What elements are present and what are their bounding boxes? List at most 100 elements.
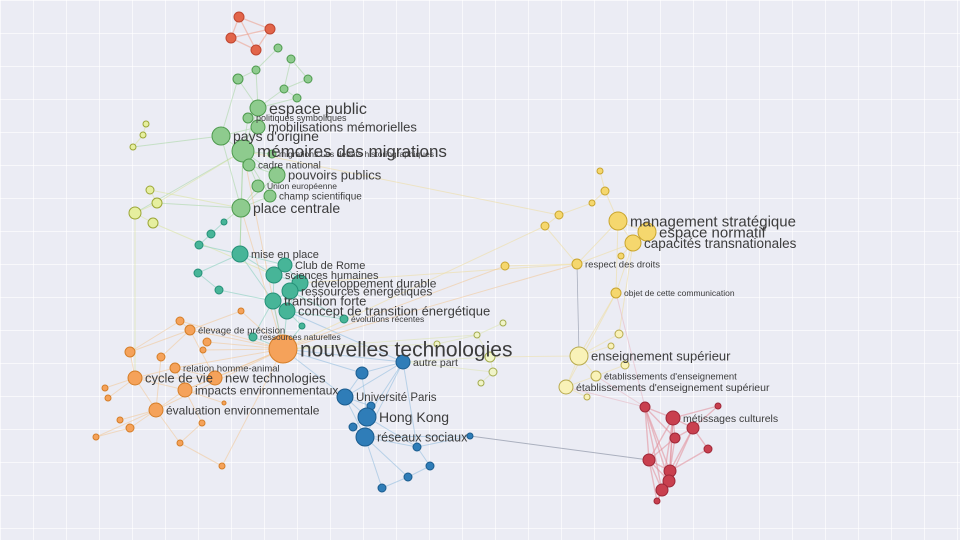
graph-node-b12[interactable] xyxy=(466,432,474,440)
graph-node-os10[interactable] xyxy=(198,419,206,427)
graph-node-t9[interactable] xyxy=(248,332,258,342)
graph-node-t7[interactable] xyxy=(278,302,296,320)
graph-node-gs5[interactable] xyxy=(303,74,313,84)
graph-node-pys4[interactable] xyxy=(583,393,591,401)
graph-node-g1[interactable] xyxy=(249,99,267,117)
graph-node-ys4[interactable] xyxy=(554,210,564,220)
graph-node-t6[interactable] xyxy=(264,292,282,310)
graph-node-g9[interactable] xyxy=(251,179,265,193)
graph-node-g3[interactable] xyxy=(250,119,266,135)
graph-node-g6[interactable] xyxy=(267,149,277,159)
graph-node-pl3[interactable] xyxy=(433,340,441,348)
graph-node-g11[interactable] xyxy=(231,198,251,218)
graph-node-o5[interactable] xyxy=(207,370,223,386)
graph-node-ys7[interactable] xyxy=(617,252,625,260)
graph-node-os3[interactable] xyxy=(199,346,207,354)
graph-node-os13[interactable] xyxy=(92,433,100,441)
graph-node-r4[interactable] xyxy=(669,432,681,444)
graph-node-b10[interactable] xyxy=(403,472,413,482)
graph-node-t3[interactable] xyxy=(265,266,283,284)
graph-node-l2[interactable] xyxy=(139,131,147,139)
graph-node-os12[interactable] xyxy=(218,462,226,470)
graph-node-ts1[interactable] xyxy=(220,218,228,226)
graph-node-os7[interactable] xyxy=(104,394,112,402)
graph-node-os6[interactable] xyxy=(101,384,109,392)
graph-node-os15[interactable] xyxy=(221,400,227,406)
graph-node-b3[interactable] xyxy=(336,388,354,406)
graph-node-b11[interactable] xyxy=(377,483,387,493)
graph-node-r11[interactable] xyxy=(653,497,661,505)
graph-node-os1[interactable] xyxy=(175,316,185,326)
graph-node-t5[interactable] xyxy=(281,282,299,300)
graph-node-pys2[interactable] xyxy=(607,342,615,350)
graph-node-b8[interactable] xyxy=(412,442,422,452)
graph-node-rt2[interactable] xyxy=(264,23,276,35)
graph-node-l5[interactable] xyxy=(151,197,163,209)
graph-node-pl2[interactable] xyxy=(473,331,481,339)
graph-node-os2[interactable] xyxy=(202,337,212,347)
graph-node-y2[interactable] xyxy=(637,222,657,242)
graph-node-b6[interactable] xyxy=(348,422,358,432)
graph-node-py3[interactable] xyxy=(558,379,574,395)
graph-node-ys5[interactable] xyxy=(540,221,550,231)
graph-node-t8[interactable] xyxy=(339,314,349,324)
graph-node-y3[interactable] xyxy=(624,234,642,252)
graph-node-ts5[interactable] xyxy=(214,285,224,295)
graph-node-g5[interactable] xyxy=(231,139,255,163)
graph-node-pl4[interactable] xyxy=(484,351,496,363)
graph-node-r5[interactable] xyxy=(714,402,722,410)
graph-node-b5[interactable] xyxy=(357,407,377,427)
graph-node-gs3[interactable] xyxy=(251,65,261,75)
graph-node-l7[interactable] xyxy=(147,217,159,229)
graph-node-b9[interactable] xyxy=(425,461,435,471)
graph-node-py1[interactable] xyxy=(569,346,589,366)
graph-node-y1[interactable] xyxy=(608,211,628,231)
graph-node-r7[interactable] xyxy=(642,453,656,467)
graph-node-ts3[interactable] xyxy=(194,240,204,250)
graph-node-r6[interactable] xyxy=(703,444,713,454)
graph-node-pys3[interactable] xyxy=(620,360,630,370)
graph-node-ts4[interactable] xyxy=(193,268,203,278)
graph-node-ys2[interactable] xyxy=(600,186,610,196)
graph-node-l3[interactable] xyxy=(129,143,137,151)
graph-node-ys3[interactable] xyxy=(588,199,596,207)
graph-node-o4[interactable] xyxy=(127,370,143,386)
graph-node-l6[interactable] xyxy=(128,206,142,220)
graph-node-t1[interactable] xyxy=(231,245,249,263)
graph-node-g2[interactable] xyxy=(242,112,254,124)
graph-node-o1[interactable] xyxy=(268,334,298,364)
graph-node-os16[interactable] xyxy=(237,307,245,315)
graph-node-gs4[interactable] xyxy=(232,73,244,85)
graph-node-b1[interactable] xyxy=(395,354,411,370)
graph-node-gs6[interactable] xyxy=(279,84,289,94)
graph-node-t2[interactable] xyxy=(277,257,293,273)
graph-node-g10[interactable] xyxy=(263,189,277,203)
graph-node-g4[interactable] xyxy=(211,126,231,146)
graph-node-r10[interactable] xyxy=(655,483,669,497)
graph-node-gs7[interactable] xyxy=(292,93,302,103)
graph-node-ts6[interactable] xyxy=(298,322,306,330)
graph-node-ys1[interactable] xyxy=(596,167,604,175)
graph-node-o7[interactable] xyxy=(148,402,164,418)
graph-node-o6[interactable] xyxy=(177,382,193,398)
graph-node-rt1[interactable] xyxy=(233,11,245,23)
graph-node-y5[interactable] xyxy=(610,287,622,299)
graph-node-gs1[interactable] xyxy=(273,43,283,53)
graph-node-o3[interactable] xyxy=(169,362,181,374)
graph-node-ts2[interactable] xyxy=(206,229,216,239)
graph-node-os4[interactable] xyxy=(156,352,166,362)
graph-node-pl6[interactable] xyxy=(477,379,485,387)
graph-node-l4[interactable] xyxy=(145,185,155,195)
graph-node-o2[interactable] xyxy=(184,324,196,336)
graph-node-r2[interactable] xyxy=(665,410,681,426)
graph-node-r3[interactable] xyxy=(686,421,700,435)
graph-node-ys6[interactable] xyxy=(500,261,510,271)
graph-node-os9[interactable] xyxy=(125,423,135,433)
graph-node-g7[interactable] xyxy=(242,158,256,172)
graph-node-os5[interactable] xyxy=(124,346,136,358)
graph-node-os11[interactable] xyxy=(176,439,184,447)
graph-node-rt4[interactable] xyxy=(250,44,262,56)
graph-node-b2[interactable] xyxy=(355,366,369,380)
graph-node-os8[interactable] xyxy=(116,416,124,424)
graph-node-b7[interactable] xyxy=(355,427,375,447)
